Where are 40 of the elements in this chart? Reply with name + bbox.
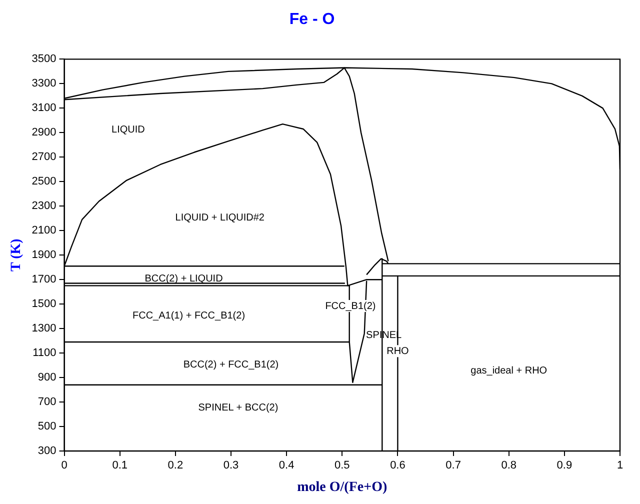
x-tick-label: 0.7 — [446, 460, 461, 472]
y-tick-label: 2100 — [32, 224, 56, 237]
x-tick-label: 0.3 — [223, 460, 239, 472]
x-axis-title: mole O/(Fe+O) — [297, 480, 388, 496]
annotation: LIQUID + LIQUID#2 — [175, 212, 265, 224]
x-tick-label: 0.1 — [112, 460, 128, 472]
x-tick-label: 1 — [616, 460, 624, 472]
y-tick-label: 2300 — [32, 200, 56, 212]
y-tick-label: 700 — [38, 396, 56, 408]
y-tick-label: 1100 — [32, 347, 56, 360]
y-tick-label: 3300 — [32, 78, 56, 90]
x-tick-label: 0.2 — [168, 460, 184, 472]
y-tick-label: 3500 — [32, 53, 56, 66]
y-tick-label: 2900 — [32, 126, 56, 139]
annotation: BCC(2) + FCC_B1(2) — [183, 360, 279, 371]
x-tick-label: 0.4 — [278, 460, 294, 472]
annotation: FCC_A1(1) + FCC_B1(2) — [132, 310, 246, 322]
chart-title: Fe - O — [289, 11, 335, 28]
annotation: RHO — [386, 346, 410, 357]
annotation: BCC(2) + LIQUID — [144, 273, 223, 284]
y-tick-label: 1500 — [32, 298, 56, 310]
x-tick-label: 0.8 — [501, 460, 517, 472]
y-tick-label: 300 — [38, 445, 56, 458]
y-tick-label: 1900 — [32, 249, 56, 262]
y-tick-label: 1300 — [32, 322, 56, 335]
y-tick-label: 2500 — [32, 176, 56, 188]
y-axis-title: T (K) — [9, 238, 24, 272]
x-tick-label: 0.5 — [334, 460, 350, 472]
x-tick-label: 0.6 — [390, 460, 406, 472]
x-tick-label: 0.9 — [556, 460, 572, 472]
annotation: FCC_B1(2) — [325, 300, 376, 312]
y-tick-label: 2700 — [32, 151, 56, 164]
y-tick-label: 3100 — [32, 102, 56, 114]
annotation: SPINEL + BCC(2) — [198, 402, 278, 414]
y-tick-label: 500 — [38, 420, 56, 433]
x-tick-label: 0 — [61, 460, 68, 472]
annotation: gas_ideal + RHO — [470, 365, 548, 376]
y-tick-label: 900 — [38, 372, 56, 384]
y-tick-label: 1700 — [32, 274, 56, 286]
annotation: LIQUID — [112, 124, 145, 136]
